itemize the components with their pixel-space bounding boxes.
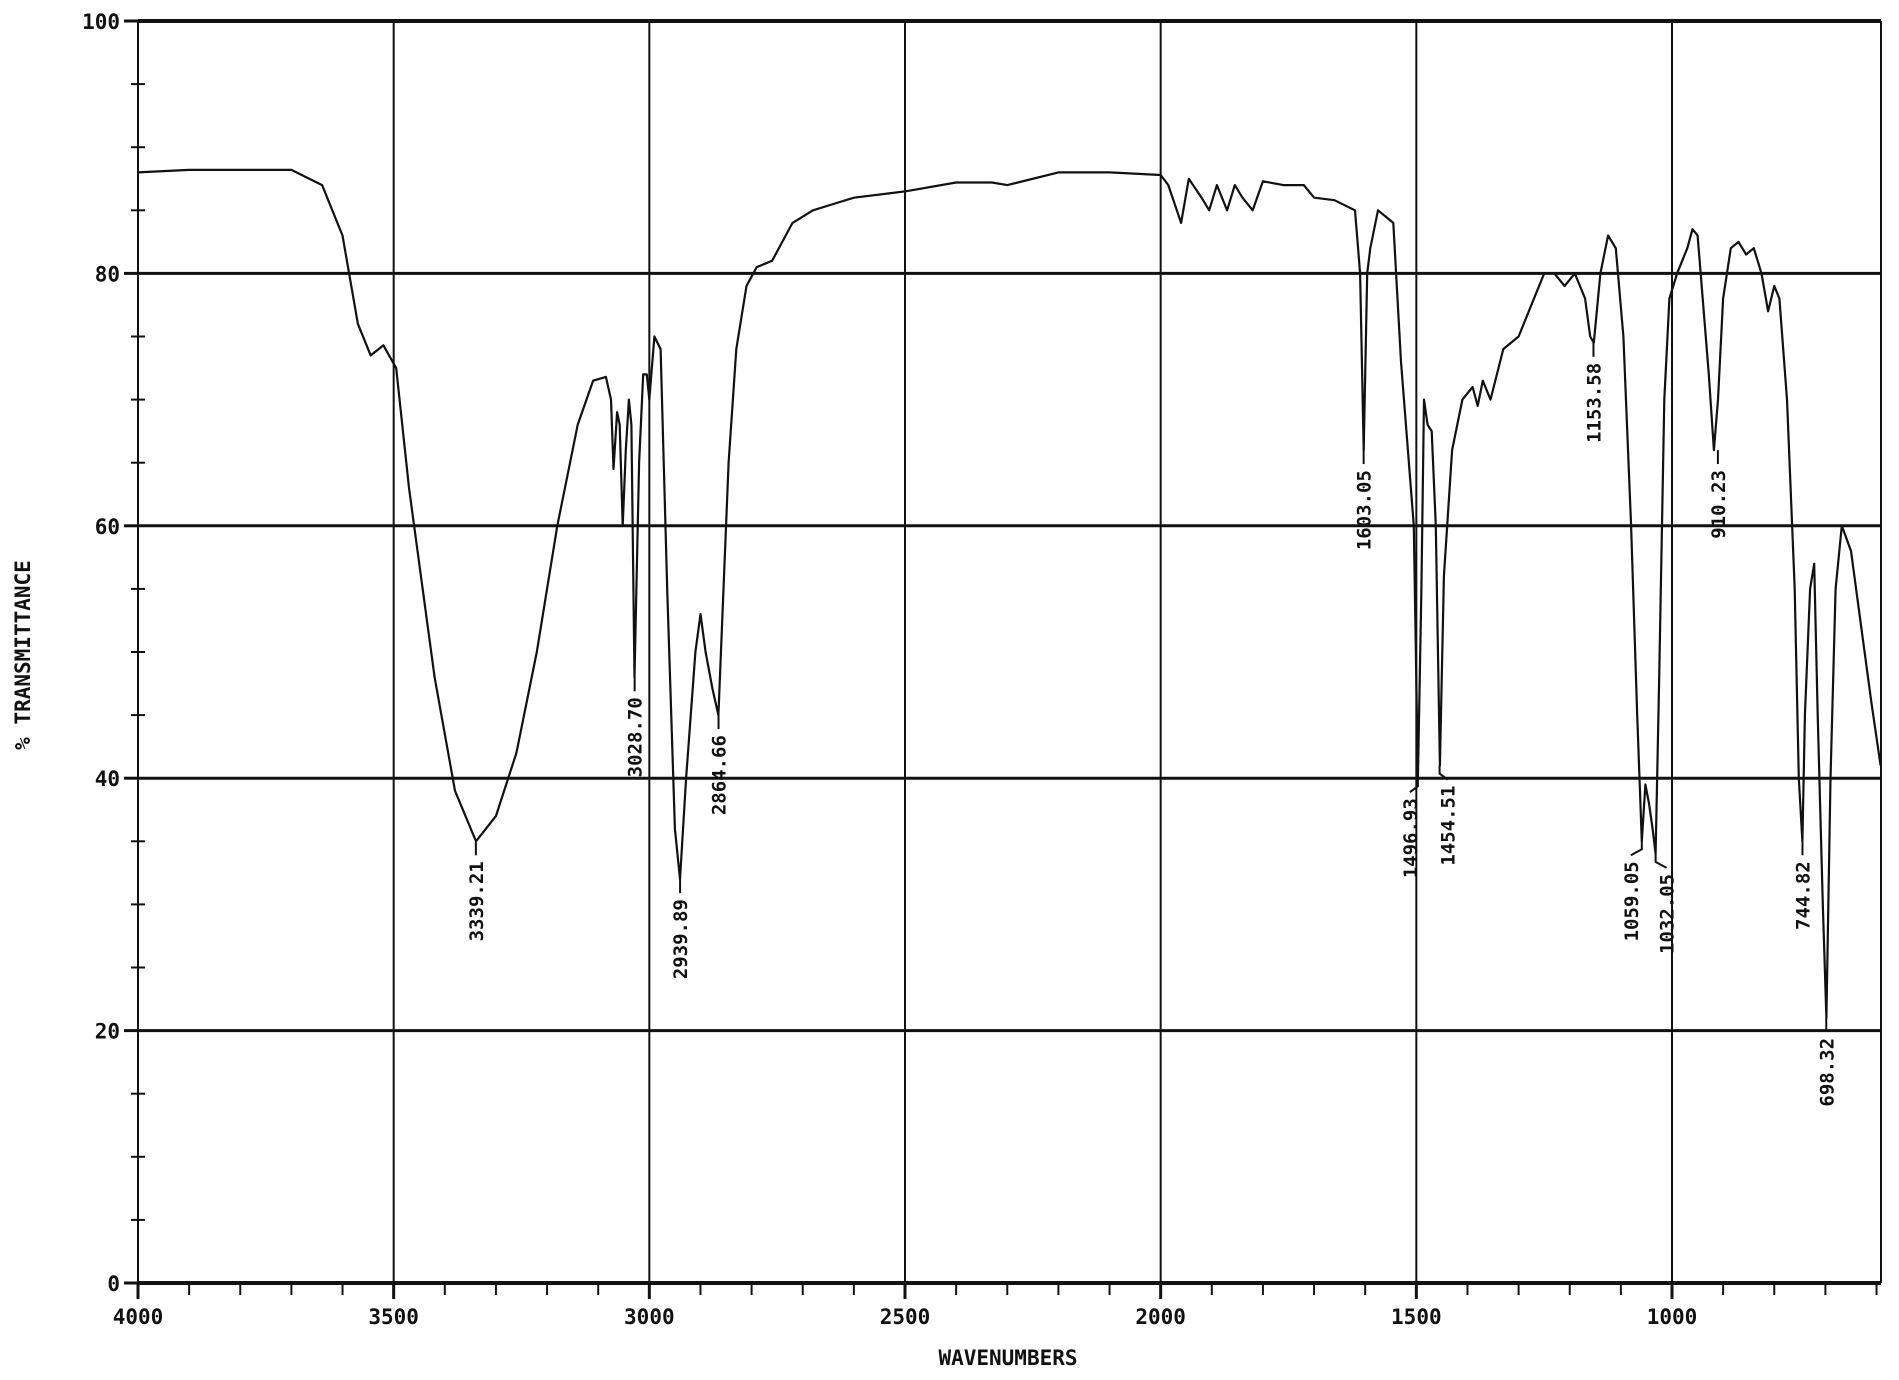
peak-label: 1153.58 — [1583, 363, 1605, 443]
tick-labels: 0 20 40 60 80 100 4000 3500 3000 2500 2000 1500 1000 — [82, 10, 1697, 1329]
y-axis-title: % TRANSMITTANCE — [11, 560, 35, 750]
peak-label: 910.23 — [1708, 470, 1730, 539]
y-tick-label: 100 — [82, 10, 120, 34]
peak-marker — [1654, 853, 1668, 869]
peak-label: 1454.51 — [1438, 786, 1460, 866]
peak-label: 2939.89 — [670, 899, 692, 979]
x-tick-label: 4000 — [113, 1305, 164, 1329]
peak-label: 698.32 — [1816, 1038, 1838, 1107]
peak-marker — [1409, 778, 1419, 793]
peak-label: 1032.05 — [1657, 874, 1679, 954]
axis-ticks — [124, 19, 1878, 1299]
peak-label: 1496.93 — [1400, 798, 1422, 878]
grid — [137, 19, 1882, 1291]
x-tick-label: 3500 — [368, 1305, 419, 1329]
y-tick-label: 40 — [95, 767, 120, 791]
peak-label: 744.82 — [1792, 861, 1814, 930]
peak-marker — [1630, 841, 1643, 857]
peak-label: 1603.05 — [1354, 470, 1376, 550]
peak-labels: 3339.21 3028.70 2939.89 2864.66 1603.05 1496.… — [466, 342, 1838, 1107]
y-tick-label: 0 — [107, 1272, 120, 1296]
y-tick-label: 20 — [95, 1020, 120, 1044]
x-tick-label: 3000 — [624, 1305, 675, 1329]
spectrum-trace — [137, 168, 1882, 1020]
x-tick-label: 2500 — [880, 1305, 931, 1329]
peak-label: 1059.05 — [1621, 861, 1643, 941]
peak-label: 3028.70 — [625, 697, 647, 777]
x-axis-title: WAVENUMBERS — [938, 1346, 1077, 1370]
x-tick-label: 1000 — [1647, 1305, 1698, 1329]
x-tick-label: 2000 — [1135, 1305, 1186, 1329]
x-tick-label: 1500 — [1391, 1305, 1442, 1329]
peak-marker — [1438, 765, 1449, 781]
y-tick-label: 80 — [95, 262, 120, 286]
y-tick-label: 60 — [95, 515, 120, 539]
peak-label: 2864.66 — [709, 735, 731, 815]
peak-label: 3339.21 — [466, 861, 488, 941]
